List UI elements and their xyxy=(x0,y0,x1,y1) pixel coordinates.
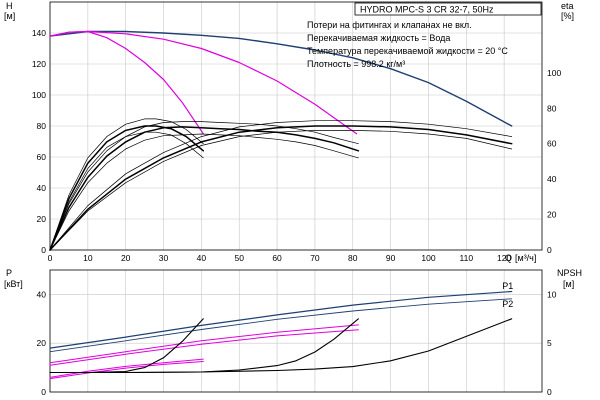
head-axis-label: H xyxy=(6,1,13,11)
note-density: Плотность = 998.2 кг/м³ xyxy=(307,59,405,69)
y-tick-label-left: 120 xyxy=(32,59,46,69)
series-line-1 xyxy=(49,298,513,353)
series-line-7 xyxy=(49,121,359,251)
note-fittings: Потери на фитингах и клапанах не вкл. xyxy=(307,20,472,30)
power-chart-frame xyxy=(49,269,543,393)
x-tick-label: 120 xyxy=(497,253,511,263)
note-liquid: Перекачиваемая жидкость = Вода xyxy=(307,33,450,43)
y-tick-label-right: 100 xyxy=(547,68,561,78)
series-line-8 xyxy=(49,318,204,374)
y-tick-label-left: 20 xyxy=(37,338,47,348)
y-tick-label-right: 20 xyxy=(547,210,557,220)
series-line-3 xyxy=(49,125,513,251)
eta-axis-label: eta xyxy=(561,1,574,11)
y-tick-label-right: 40 xyxy=(547,174,557,184)
series-line-3 xyxy=(49,329,359,366)
series-line-6 xyxy=(49,126,360,251)
x-tick-label: 10 xyxy=(83,253,93,263)
power-axis-label: P xyxy=(6,268,12,278)
head-chart-series xyxy=(49,30,513,251)
power-chart-series xyxy=(49,290,513,380)
flow-axis-label: Q xyxy=(505,253,512,263)
head-chart-frame xyxy=(49,1,543,251)
series-line-9 xyxy=(49,125,205,251)
chart-title-box: HYDRO MPC-S 3 CR 32-7, 50Hz xyxy=(354,2,542,16)
x-tick-label: 20 xyxy=(121,253,131,263)
head-efficiency-chart: 0 10 20 30 40 50 60 70 80 90 100 110 120 0 20 40 60 80 100… xyxy=(4,1,574,263)
x-tick-label: 60 xyxy=(272,253,282,263)
series-line-11 xyxy=(49,131,204,251)
power-npsh-chart: 0 20 40 0 5 10 P1 P2 P [кВт] NPSH [м] xyxy=(4,268,582,397)
series-line-5 xyxy=(49,361,204,380)
y-tick-label-left: 20 xyxy=(37,214,47,224)
y-tick-label-left: 40 xyxy=(37,289,47,299)
series-line-10 xyxy=(49,118,204,251)
power-axis-unit: [кВт] xyxy=(4,279,23,289)
y-tick-label-right: 0 xyxy=(547,245,552,255)
power-chart-ticks: 0 20 40 0 5 10 xyxy=(37,289,557,397)
note-temperature: Температура перекачиваемой жидкости = 20… xyxy=(307,46,508,56)
flow-axis-unit: [м³/ч] xyxy=(515,253,536,263)
series-line-8 xyxy=(49,133,359,251)
x-tick-label: 40 xyxy=(197,253,207,263)
series-line-7 xyxy=(49,318,359,374)
x-tick-label: 70 xyxy=(310,253,320,263)
y-tick-label-right: 0 xyxy=(547,387,552,397)
series-label-p2: P2 xyxy=(502,299,513,309)
y-tick-label-left: 140 xyxy=(32,28,46,38)
x-tick-label: 90 xyxy=(386,253,396,263)
npsh-axis-label: NPSH xyxy=(557,268,582,278)
y-tick-label-right: 60 xyxy=(547,139,557,149)
x-tick-label: 50 xyxy=(234,253,244,263)
head-axis-unit: [м] xyxy=(4,11,15,21)
y-tick-label-right: 5 xyxy=(547,338,552,348)
y-tick-label-right: 80 xyxy=(547,103,557,113)
y-tick-label-left: 0 xyxy=(41,387,46,397)
series-line-2 xyxy=(49,324,359,364)
head-chart-grid xyxy=(49,2,542,251)
series-line-5 xyxy=(49,130,513,251)
head-chart-ticks: 0 10 20 30 40 50 60 70 80 90 100 110 120 0 20 40 60 80 100… xyxy=(32,28,562,263)
x-tick-label: 0 xyxy=(48,253,53,263)
x-tick-label: 110 xyxy=(460,253,474,263)
y-tick-label-left: 60 xyxy=(37,152,47,162)
y-tick-label-left: 0 xyxy=(41,245,46,255)
y-tick-label-left: 80 xyxy=(37,121,47,131)
y-tick-label-left: 40 xyxy=(37,183,47,193)
npsh-axis-unit: [м] xyxy=(563,279,574,289)
chart-title: HYDRO MPC-S 3 CR 32-7, 50Hz xyxy=(360,5,494,15)
eta-axis-unit: [%] xyxy=(561,11,574,21)
x-tick-label: 80 xyxy=(348,253,358,263)
series-line-2 xyxy=(49,30,204,135)
y-tick-label-right: 10 xyxy=(547,289,557,299)
series-line-4 xyxy=(49,358,204,378)
series-line-4 xyxy=(49,120,513,251)
power-series-labels: P1 P2 xyxy=(502,281,513,309)
x-tick-label: 30 xyxy=(159,253,169,263)
series-label-p1: P1 xyxy=(502,281,513,291)
x-tick-label: 100 xyxy=(421,253,435,263)
series-line-0 xyxy=(49,290,513,349)
series-line-0 xyxy=(49,30,513,127)
y-tick-label-left: 100 xyxy=(32,90,46,100)
